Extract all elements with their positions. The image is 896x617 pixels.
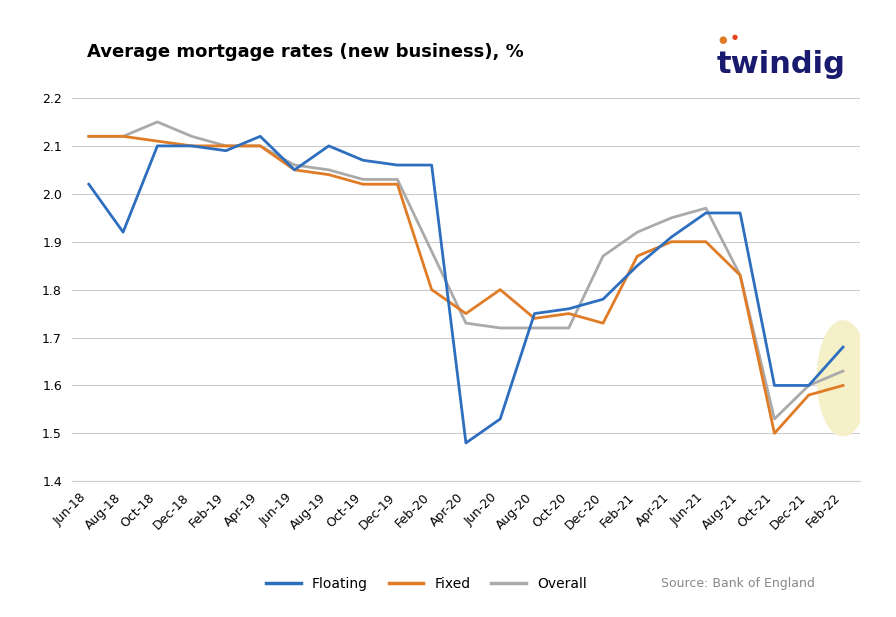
Ellipse shape: [817, 321, 869, 436]
Text: twindig: twindig: [717, 50, 846, 80]
Text: Source: Bank of England: Source: Bank of England: [661, 576, 815, 590]
Text: ●: ●: [719, 35, 728, 45]
Text: ●: ●: [732, 34, 737, 40]
Text: Average mortgage rates (new business), %: Average mortgage rates (new business), %: [88, 43, 524, 61]
Legend: Floating, Fixed, Overall: Floating, Fixed, Overall: [261, 571, 592, 597]
